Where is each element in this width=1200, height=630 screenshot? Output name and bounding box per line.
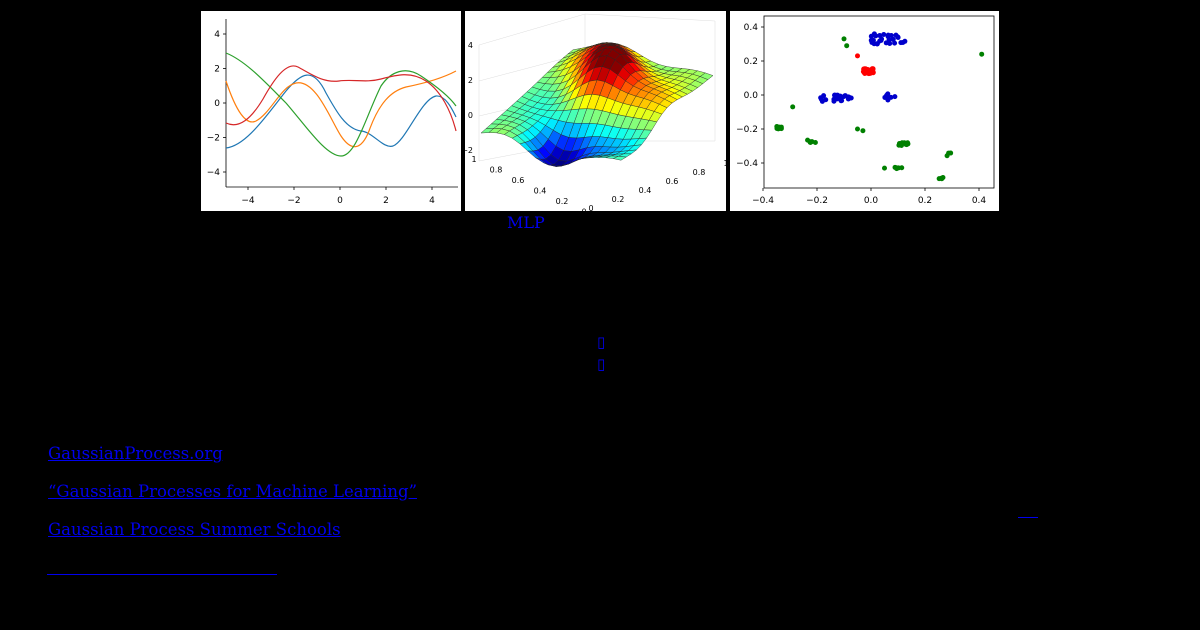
scatter-point: [979, 51, 985, 57]
empty-link-underline-right[interactable]: [1018, 517, 1038, 518]
surface-facet: [480, 128, 495, 134]
gp-samples-plot: 4 2 0 −2 −4 −4 −2 0 2 4: [207, 19, 458, 206]
series-line-2: [225, 70, 457, 148]
scatter-point: [823, 97, 829, 103]
y-tick-label: 0.8: [490, 166, 503, 175]
x-tick-label: 0.8: [693, 168, 706, 177]
y-tick-label: −0.2: [736, 125, 758, 135]
x-tick-label: 0.0: [864, 196, 879, 206]
scatter-point: [818, 96, 824, 102]
resource-link-gpml-book[interactable]: “Gaussian Processes for Machine Learning…: [48, 482, 418, 501]
scatter-point: [807, 139, 813, 145]
scatter-point: [845, 94, 851, 100]
y-tick-label: 2: [214, 65, 220, 75]
y-tick-label: 0: [214, 99, 220, 109]
y-tick-label: 0.4: [534, 187, 547, 196]
series-line-4: [225, 65, 457, 132]
scatter-point: [855, 53, 860, 59]
scatter-point: [832, 92, 838, 98]
scatter-point: [841, 93, 847, 99]
scatter-point: [867, 67, 873, 73]
cluster-scatter-plot: 0.4 0.2 0.0 −0.2 −0.4 −0.4 −0.2 0.0 0.2 0.4: [736, 15, 995, 206]
scatter-point: [855, 126, 860, 132]
x-tick-label: 0: [337, 196, 343, 206]
x-tick-label: 1: [723, 159, 726, 168]
x-tick-label: 0.2: [612, 195, 625, 204]
scatter-point: [888, 94, 894, 100]
z-tick-label: −2: [465, 146, 473, 155]
scatter-point: [898, 142, 904, 148]
scatter-point: [890, 36, 896, 42]
scatter-point: [882, 165, 887, 171]
scatter-point: [904, 141, 910, 147]
icon-link-1[interactable]: ▯: [597, 333, 606, 351]
y-tick-label: 0.2: [744, 57, 758, 67]
figure-caption-link[interactable]: MLP: [507, 213, 545, 232]
scatter-point: [844, 43, 850, 49]
x-tick-label: 0.2: [918, 196, 932, 206]
x-tick-label: −4: [241, 196, 255, 206]
series-line-3: [225, 52, 457, 157]
scatter-point: [790, 104, 796, 110]
z-tick-label: 4: [468, 41, 473, 50]
y-tick-label: 4: [214, 30, 220, 40]
scatter-point: [871, 32, 877, 38]
empty-link-underline[interactable]: [47, 574, 277, 575]
surface-plot: 4 2 0 −2 1 0.8 0.6 0.4 0.2 0 0 0.2 0.4 0.6 0.8 1: [465, 13, 726, 212]
resource-link-gaussianprocess-org[interactable]: GaussianProcess.org: [48, 444, 223, 463]
scatter-point: [863, 66, 869, 72]
x-tick-label: −0.4: [752, 196, 774, 206]
scatter-point: [860, 128, 866, 134]
scatter-point: [874, 41, 880, 47]
scatter-point: [878, 37, 884, 43]
x-tick-label: 2: [383, 196, 389, 206]
scatter-point: [948, 150, 954, 156]
gp-samples-figure: 4 2 0 −2 −4 −4 −2 0 2 4: [201, 11, 461, 211]
x-tick-label: 0.4: [639, 186, 652, 195]
surface-figure: 4 2 0 −2 1 0.8 0.6 0.4 0.2 0 0 0.2 0.4 0.6 0.8 1: [465, 11, 726, 211]
y-tick-label: 0.4: [744, 23, 759, 33]
y-tick-label: −0.4: [736, 159, 758, 169]
x-tick-label: 4: [429, 196, 435, 206]
y-tick-label: −4: [207, 168, 221, 178]
scatter-point: [778, 126, 784, 132]
y-tick-label: 0: [581, 208, 586, 212]
scatter-point: [885, 33, 891, 39]
x-tick-label: −2: [287, 196, 300, 206]
surface-mesh: [480, 42, 714, 167]
resource-link-summer-schools[interactable]: Gaussian Process Summer Schools: [48, 520, 341, 539]
scatter-point: [821, 93, 827, 99]
x-tick-label: 0.6: [666, 177, 679, 186]
scatter-point: [898, 40, 904, 46]
y-tick-label: 0.6: [512, 176, 525, 185]
x-tick-label: 0: [588, 204, 593, 211]
plot-frame: [763, 15, 995, 189]
cluster-scatter-figure: 0.4 0.2 0.0 −0.2 −0.4 −0.4 −0.2 0.0 0.2 0.4: [730, 11, 999, 211]
scatter-point: [892, 40, 898, 46]
scatter-point: [895, 34, 901, 40]
y-tick-label: −2: [207, 134, 220, 144]
x-tick-label: −0.2: [806, 196, 828, 206]
scatter-point: [895, 165, 901, 171]
x-tick-label: 0.4: [972, 196, 987, 206]
scatter-point: [839, 98, 845, 104]
z-tick-label: 2: [468, 76, 473, 85]
icon-link-2[interactable]: ▯: [597, 355, 606, 373]
z-tick-label: 0: [468, 111, 473, 120]
scatter-point: [841, 36, 847, 42]
scatter-point: [885, 91, 891, 97]
y-tick-label: 0.2: [556, 197, 569, 206]
y-tick-label: 0.0: [744, 91, 759, 101]
scatter-point: [870, 37, 876, 43]
y-tick-label: 1: [471, 155, 476, 164]
scatter-point: [892, 94, 898, 100]
scatter-point: [939, 176, 945, 182]
scatter-point: [881, 32, 887, 38]
